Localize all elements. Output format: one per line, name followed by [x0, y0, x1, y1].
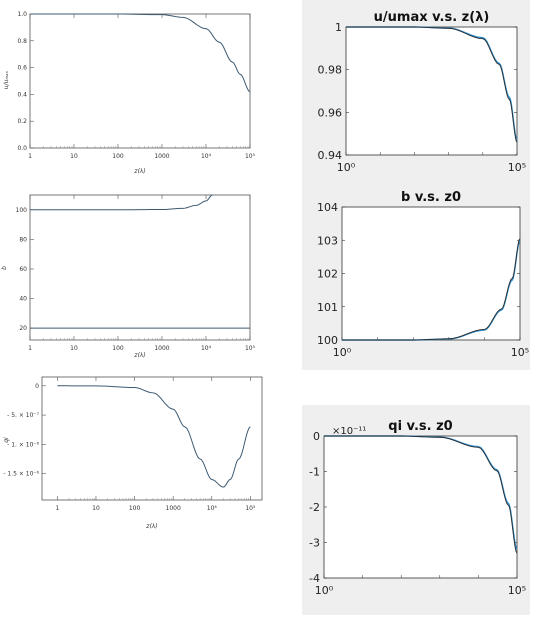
chart3-xtick-label: 10⁰ — [337, 161, 356, 174]
chart0-xtick-label: 100 — [112, 153, 124, 160]
chart2-xtick-label: 1 — [55, 505, 59, 512]
chart2-xtick-label: 10 — [92, 505, 100, 512]
chart0-ytick-label: 0.0 — [17, 145, 27, 152]
chart1-series0-line — [30, 194, 213, 211]
chart5-ytick-label: -2 — [309, 501, 320, 514]
chart0-xtick-label: 10⁵ — [245, 153, 256, 160]
chart1-ytick-label: 40 — [19, 296, 27, 303]
chart1-xlabel: z(λ) — [133, 352, 145, 359]
chart1-xtick-label: 10⁴ — [201, 345, 212, 352]
chart0-xlabel: z(λ) — [133, 168, 145, 175]
chart1-xtick-label: 100 — [112, 345, 124, 352]
chart0-xtick-label: 1 — [28, 153, 32, 160]
chart3-frame — [345, 26, 518, 156]
chart2-xlabel: z(λ) — [145, 523, 157, 530]
chart2-xtick-label: 100 — [129, 505, 141, 512]
chart0-xtick-label: 1000 — [154, 153, 169, 160]
chart4-ytick-label: 101 — [317, 301, 338, 314]
chart3-ytick-label: 0.96 — [318, 106, 343, 119]
chart4-ytick-label: 104 — [317, 201, 338, 214]
chart4-series1-line — [342, 238, 521, 341]
chart2-series0-line — [57, 385, 251, 488]
chart1-ytick-label: 20 — [19, 325, 27, 332]
chart2-xtick-label: 10⁵ — [245, 505, 256, 512]
chart2-ytick-label: - 1.5 × 10⁻⁶ — [3, 471, 39, 478]
chart2-ytick-label: 0 — [35, 383, 39, 390]
chart2-frame — [41, 376, 263, 501]
chart2-xtick-label: 10⁴ — [207, 505, 218, 512]
chart0-xtick-label: 10 — [70, 153, 78, 160]
chart4-frame — [341, 206, 521, 341]
chart0-ytick-label: 0.4 — [17, 91, 27, 98]
chart0-xtick-label: 10⁴ — [201, 153, 212, 160]
chart1-ylabel: b — [1, 266, 8, 270]
chart1-frame — [29, 194, 251, 341]
chart0-ytick-label: 0.8 — [17, 38, 27, 45]
chart2-ytick-label: - 5. × 10⁻⁷ — [7, 412, 39, 419]
chart3-ytick-label: 1 — [335, 21, 342, 34]
chart2-ytick-label: - 1. × 10⁻⁶ — [7, 441, 39, 448]
chart5-ytick-label: -4 — [309, 572, 320, 585]
chart0-frame — [29, 13, 251, 149]
chart5-title: qi v.s. z0 — [388, 419, 452, 434]
chart0-ylabel: u/uₘₐₓ — [3, 70, 10, 89]
chart5-ytick-label: 0 — [313, 430, 320, 443]
chart4-title: b v.s. z0 — [401, 190, 461, 205]
chart5-series1-line — [324, 435, 518, 554]
chart5-xtick-label: 10⁵ — [508, 584, 526, 597]
chart4-xtick-label: 10⁵ — [511, 346, 529, 359]
chart3-series1-line — [346, 26, 518, 143]
chart3-ytick-label: 0.98 — [318, 64, 343, 77]
chart5-frame — [323, 435, 518, 579]
chart1-ytick-label: 80 — [19, 236, 27, 243]
chart4-ytick-label: 102 — [317, 268, 338, 281]
chart3-ytick-label: 0.94 — [318, 149, 343, 162]
chart5-ytick-label: -3 — [309, 537, 320, 550]
chart1-ytick-label: 100 — [16, 207, 28, 214]
chart2-xtick-label: 1000 — [166, 505, 181, 512]
chart4-ytick-label: 100 — [317, 334, 338, 347]
chart3-xtick-label: 10⁵ — [508, 161, 526, 174]
chart0-ytick-label: 1.0 — [17, 11, 27, 18]
chart0-ytick-label: 0.2 — [17, 118, 27, 125]
chart4-xtick-label: 10⁰ — [333, 346, 352, 359]
chart0-ytick-label: 0.6 — [17, 65, 27, 72]
chart1-xtick-label: 10⁵ — [245, 345, 256, 352]
chart0-series0-line — [30, 13, 251, 93]
chart4-ytick-label: 103 — [317, 234, 338, 247]
chart1-ytick-label: 60 — [19, 266, 27, 273]
chart3-title: u/umax v.s. z(λ) — [374, 10, 490, 25]
chart1-xtick-label: 1 — [28, 345, 32, 352]
chart1-xtick-label: 1000 — [154, 345, 169, 352]
chart5-yexponent: ×10⁻¹¹ — [332, 426, 366, 437]
chart5-xtick-label: 10⁰ — [315, 584, 334, 597]
chart1-xtick-label: 10 — [70, 345, 78, 352]
chart5-ytick-label: -1 — [309, 466, 320, 479]
chart2-ylabel: qi — [3, 437, 10, 443]
